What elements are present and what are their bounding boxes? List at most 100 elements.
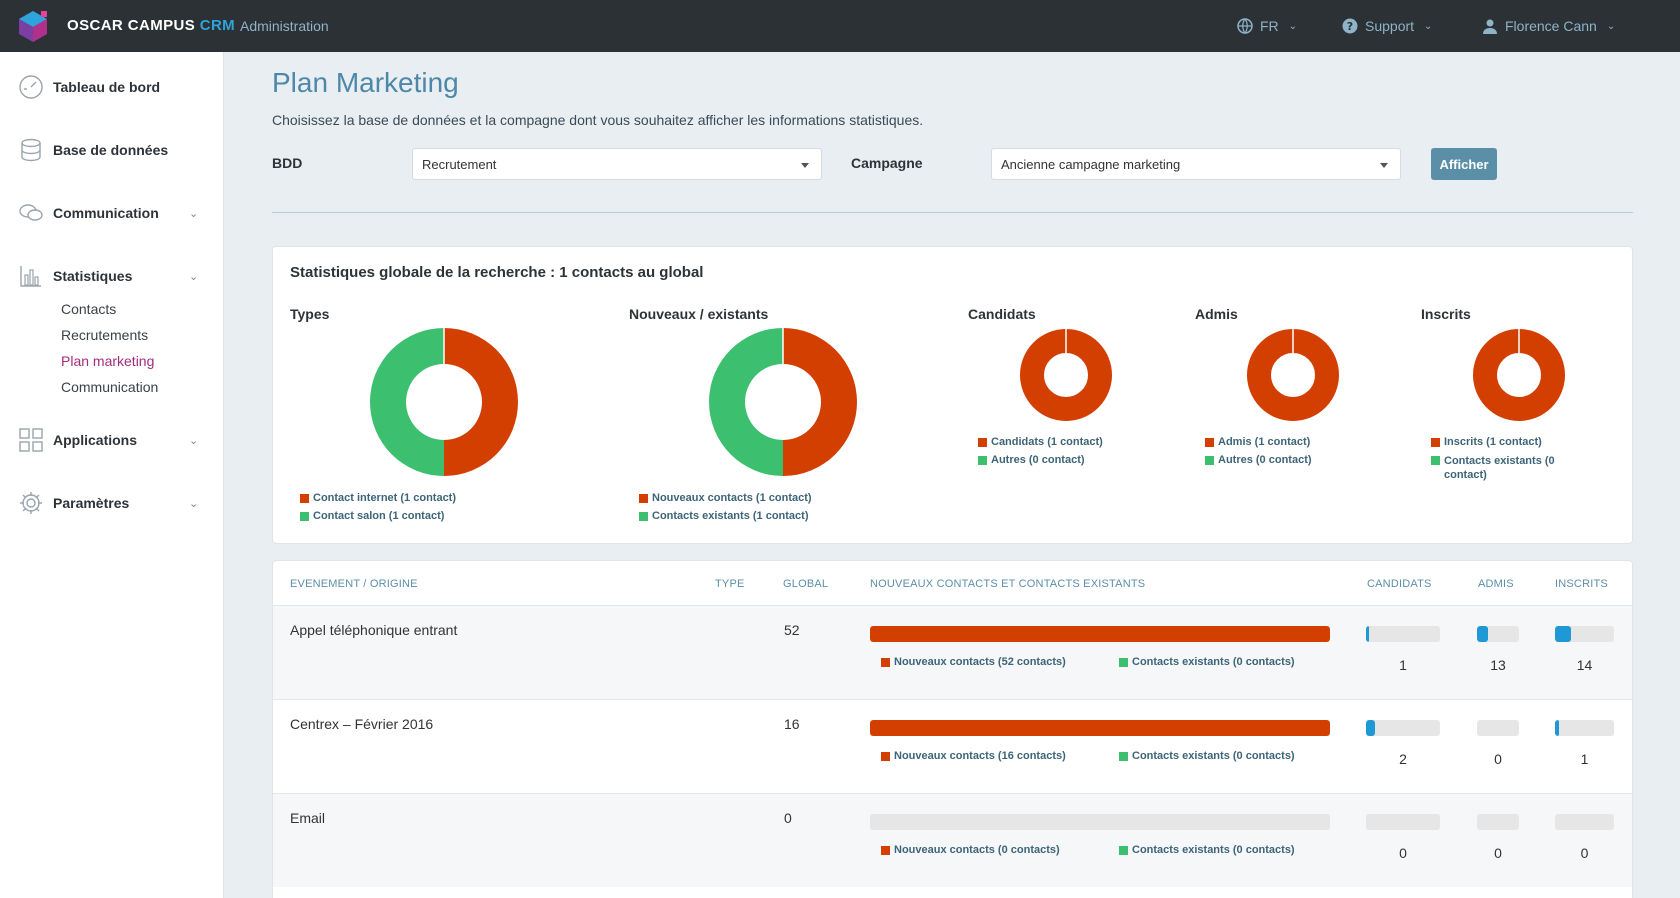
legend-item: Nouveaux contacts (16 contacts) [881,750,1066,762]
new-existing-bar [870,814,1330,830]
language-label: FR [1260,18,1279,34]
column-header-new-existing[interactable]: NOUVEAUX CONTACTS ET CONTACTS EXISTANTS [870,578,1146,590]
legend-item: Contacts existants (1 contact) [639,510,808,522]
legend-label: Nouveaux contacts (52 contacts) [894,656,1066,668]
new-existing-bar [870,626,1330,642]
gear-icon [20,492,42,514]
sidebar-subitem-contacts[interactable]: Contacts [61,301,117,317]
chevron-down-icon: ⌄ [189,434,199,447]
sidebar-item-database[interactable]: Base de données [0,132,224,168]
global-count: 16 [784,716,800,732]
bdd-select[interactable]: Recrutement [412,148,822,180]
chart-candidats: Candidats Candidats (1 contact) Autres (… [968,306,1168,536]
admis-count: 13 [1490,657,1506,673]
column-header-admis[interactable]: ADMIS [1478,578,1514,590]
sidebar-item-label: Tableau de bord [53,79,161,95]
help-icon: ? [1342,18,1358,34]
sidebar-subitem-communication[interactable]: Communication [61,379,159,395]
sidebar-subitem-recrutements[interactable]: Recrutements [61,327,149,343]
column-header-inscrits[interactable]: INSCRITS [1555,578,1608,590]
legend-label: Contacts existants (0 contacts) [1132,656,1295,668]
legend-swatch [1431,438,1440,447]
legend-item: Contact internet (1 contact) [300,492,456,504]
sidebar-item-communication[interactable]: Communication ⌄ [0,195,224,231]
sidebar-item-label: Applications [53,432,138,448]
oscar-campus-logo-icon[interactable] [16,9,50,43]
brand-main: OSCAR CAMPUS [67,17,196,34]
page-description: Choisissez la base de données et la comp… [272,112,924,128]
global-stats-card: Statistiques globale de la recherche : 1… [272,246,1633,544]
inscrits-bar-fill [1555,626,1571,642]
bdd-select-value: Recrutement [422,157,497,172]
candidats-bar-fill [1366,720,1375,736]
event-name: Appel téléphonique entrant [290,622,458,638]
sidebar-item-applications[interactable]: Applications ⌄ [0,422,224,458]
language-selector[interactable]: FR ⌄ [1237,0,1297,52]
chevron-down-icon: ⌄ [1424,20,1433,32]
caret-down-icon [801,163,809,168]
column-header-type[interactable]: TYPE [715,578,745,590]
inscrits-count: 14 [1576,657,1593,673]
brand-title: OSCAR CAMPUS CRM [67,17,235,34]
inscrits-count: 0 [1580,845,1589,861]
candidats-count: 0 [1399,845,1407,861]
legend-label: Candidats (1 contact) [991,436,1103,448]
legend-item: Contacts existants (0 contact) [1431,454,1576,482]
sidebar-item-label: Statistiques [53,268,133,284]
chevron-down-icon: ⌄ [189,207,199,220]
donut-slice-secondary [370,328,444,476]
sidebar-subitem-plan-marketing[interactable]: Plan marketing [61,353,155,369]
legend-item: Nouveaux contacts (0 contacts) [881,844,1060,856]
top-bar: OSCAR CAMPUS CRM Administration FR ⌄ ? S… [0,0,1680,52]
show-button[interactable]: Afficher [1431,148,1497,180]
legend-swatch [881,845,890,855]
column-header-candidats[interactable]: CANDIDATS [1367,578,1432,590]
legend-swatch [1119,845,1128,855]
legend-swatch [639,512,648,521]
admis-count: 0 [1494,751,1502,767]
chart-inscrits: Inscrits Inscrits (1 contact) Contacts e… [1421,306,1621,536]
table-row[interactable]: Centrex – Février 2016 16 Nouveaux contact… [273,699,1632,793]
legend-swatch [1431,456,1440,465]
sidebar-item-label: Communication [53,205,159,221]
legend-label: Admis (1 contact) [1218,436,1311,448]
chart-title: Nouveaux / existants [629,306,769,322]
donut-slice-primary [783,328,857,476]
sidebar-item-parametres[interactable]: Paramètres ⌄ [0,485,224,521]
candidats-bar [1366,720,1440,736]
events-table: EVENEMENT / ORIGINE TYPE GLOBAL NOUVEAUX… [272,560,1633,898]
inscrits-count: 1 [1580,751,1589,767]
new-existing-bar [870,720,1330,736]
new-contacts-bar-fill [870,720,1330,736]
legend-item: Autres (0 contact) [1205,454,1312,466]
legend-swatch [639,494,648,503]
campaign-select[interactable]: Ancienne campagne marketing [991,148,1401,180]
chart-title: Inscrits [1421,306,1471,322]
legend-item: Admis (1 contact) [1205,436,1310,448]
campaign-select-value: Ancienne campagne marketing [1001,157,1181,172]
chart-types: Types Contact internet (1 contact) Conta… [290,306,590,536]
bdd-label: BDD [272,155,303,171]
inscrits-bar [1555,720,1614,736]
column-header-global[interactable]: GLOBAL [783,578,829,590]
user-menu[interactable]: Florence Cann ⌄ [1482,0,1615,52]
sidebar-item-dashboard[interactable]: Tableau de bord [0,69,224,105]
chevron-down-icon: ⌄ [1606,20,1616,32]
inscrits-bar [1555,814,1614,830]
sidebar-item-statistiques[interactable]: Statistiques ⌄ [0,258,224,294]
legend-label: Contacts existants (0 contacts) [1132,750,1295,762]
legend-item: Inscrits (1 contact) [1431,436,1542,448]
stats-title: Statistiques globale de la recherche : 1… [290,264,704,281]
table-row[interactable]: Email 0 Nouveaux contacts (0 contacts) Cont… [273,793,1632,887]
candidats-bar [1366,626,1440,642]
section-divider [272,212,1633,213]
legend-label: Autres (0 contact) [991,454,1085,466]
column-header-event[interactable]: EVENEMENT / ORIGINE [290,578,418,590]
global-count: 52 [784,622,800,638]
administration-link[interactable]: Administration [240,18,329,34]
legend-label: Nouveaux contacts (0 contacts) [894,844,1060,856]
donut-chart-inscrits [1473,329,1565,421]
donut-chart-new-existing [709,328,857,476]
support-menu[interactable]: ? Support ⌄ [1342,0,1432,52]
table-row[interactable]: Appel téléphonique entrant 52 Nouveaux con… [273,605,1632,699]
